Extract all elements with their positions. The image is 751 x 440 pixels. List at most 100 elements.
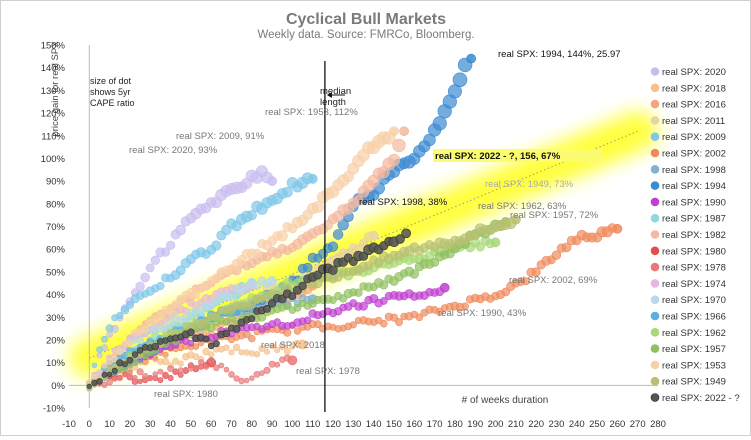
legend-label: real SPX: 2020	[662, 67, 726, 78]
y-tick-label: 60%	[46, 245, 66, 256]
data-point	[461, 302, 469, 310]
data-point	[612, 223, 623, 234]
legend-label: real SPX: 1994	[662, 181, 726, 192]
legend-marker	[650, 165, 660, 174]
data-point	[387, 153, 401, 167]
data-point	[401, 228, 412, 239]
x-tick-label: 100	[284, 419, 300, 430]
legend-label: real SPX: 1990	[662, 197, 726, 208]
data-point	[167, 374, 174, 381]
data-point	[105, 324, 114, 333]
legend-label: real SPX: 1974	[662, 279, 726, 290]
data-point	[332, 229, 344, 240]
data-point	[175, 265, 186, 276]
x-tick-label: 30	[145, 419, 156, 430]
y-tick-label: 70%	[46, 222, 66, 233]
series-label-real-spx-2009: real SPX: 2009, 91%	[176, 131, 265, 142]
data-point	[337, 219, 349, 231]
data-point	[126, 362, 133, 369]
y-tick-label: -10%	[43, 404, 66, 415]
y-tick-label: 140%	[41, 63, 66, 74]
chart-title: Cyclical Bull Markets	[286, 11, 446, 28]
data-point	[127, 369, 133, 376]
legend-label: real SPX: 1970	[662, 295, 726, 306]
data-point	[136, 368, 144, 376]
legend-label: real SPX: 1980	[662, 246, 726, 257]
data-point	[191, 289, 201, 299]
legend-marker	[650, 327, 660, 337]
x-tick-label: 50	[186, 419, 197, 430]
x-tick-label: 250	[589, 419, 605, 430]
data-point	[172, 368, 179, 375]
legend-label: real SPX: 1998	[662, 165, 726, 176]
data-point	[288, 292, 297, 300]
legend: real SPX: 2020 real SPX: 2018 real SPX: 20…	[650, 67, 740, 404]
data-point	[466, 53, 476, 64]
x-tick-label: 260	[609, 419, 625, 430]
legend-label: real SPX: 1982	[662, 230, 726, 241]
data-point	[379, 280, 389, 290]
data-point	[233, 375, 240, 382]
series-real-spx-2022	[86, 228, 412, 389]
size-note-line-3: CAPE ratio	[90, 98, 135, 108]
data-point	[202, 317, 210, 326]
data-point	[439, 282, 450, 293]
data-point	[171, 300, 180, 309]
series-label-real-spx-2020: real SPX: 2020, 93%	[129, 145, 218, 156]
data-point	[125, 300, 134, 310]
size-note: size of dot shows 5yr CAPE ratio	[90, 76, 135, 108]
y-axis-label: price gain for real SPX	[50, 41, 61, 137]
data-point	[521, 277, 530, 286]
y-tick-label: 40%	[46, 290, 66, 301]
legend-marker	[650, 67, 660, 76]
data-point	[248, 315, 256, 323]
chart-subtitle: Weekly data. Source: FMRCo, Bloomberg.	[257, 29, 474, 41]
data-point	[211, 240, 222, 251]
data-point	[116, 312, 124, 320]
y-tick-label: 30%	[46, 313, 66, 324]
legend-item-real-spx-1974: real SPX: 1974	[650, 279, 726, 290]
data-point	[222, 329, 231, 338]
data-point	[167, 365, 174, 372]
y-tick-label: 80%	[46, 199, 66, 210]
data-point	[389, 126, 399, 137]
legend-item-real-spx-2016: real SPX: 2016	[650, 100, 726, 111]
data-point	[307, 174, 318, 184]
data-point	[228, 371, 235, 378]
data-point	[201, 281, 211, 291]
data-point	[122, 361, 128, 368]
legend-marker	[650, 132, 660, 141]
data-point	[212, 296, 221, 305]
series-label-real-spx-1949: real SPX: 1949, 73%	[485, 179, 574, 190]
data-point	[150, 255, 160, 265]
data-point	[160, 247, 171, 257]
x-tick-label: 200	[488, 419, 504, 430]
data-point	[490, 237, 501, 248]
legend-item-real-spx-2011: real SPX: 2011	[650, 116, 725, 127]
data-point	[157, 368, 164, 375]
data-point	[354, 288, 363, 297]
data-point	[253, 370, 261, 378]
data-point	[111, 367, 118, 374]
data-point	[415, 313, 424, 322]
x-tick-label: 60	[206, 419, 217, 430]
data-point	[162, 371, 169, 379]
x-tick-label: 130	[345, 419, 361, 430]
legend-item-real-spx-2009: real SPX: 2009	[650, 132, 726, 143]
x-tick-label: 270	[630, 419, 646, 430]
series-real-spx-1978	[86, 354, 298, 389]
legend-item-real-spx-1994: real SPX: 1994	[650, 181, 726, 192]
legend-label: real SPX: 2018	[662, 83, 726, 94]
data-point	[207, 301, 216, 310]
data-point	[293, 327, 302, 335]
y-tick-label: 110%	[41, 131, 65, 142]
data-point	[287, 355, 298, 366]
data-point	[274, 347, 281, 354]
data-point	[181, 313, 190, 322]
median-label-line-2: length	[320, 97, 346, 108]
x-tick-label: 10	[104, 419, 115, 430]
median-label-line-1: median	[320, 86, 351, 97]
data-point	[281, 186, 293, 198]
data-point	[247, 300, 256, 309]
legend-item-real-spx-2020: real SPX: 2020	[650, 67, 726, 78]
